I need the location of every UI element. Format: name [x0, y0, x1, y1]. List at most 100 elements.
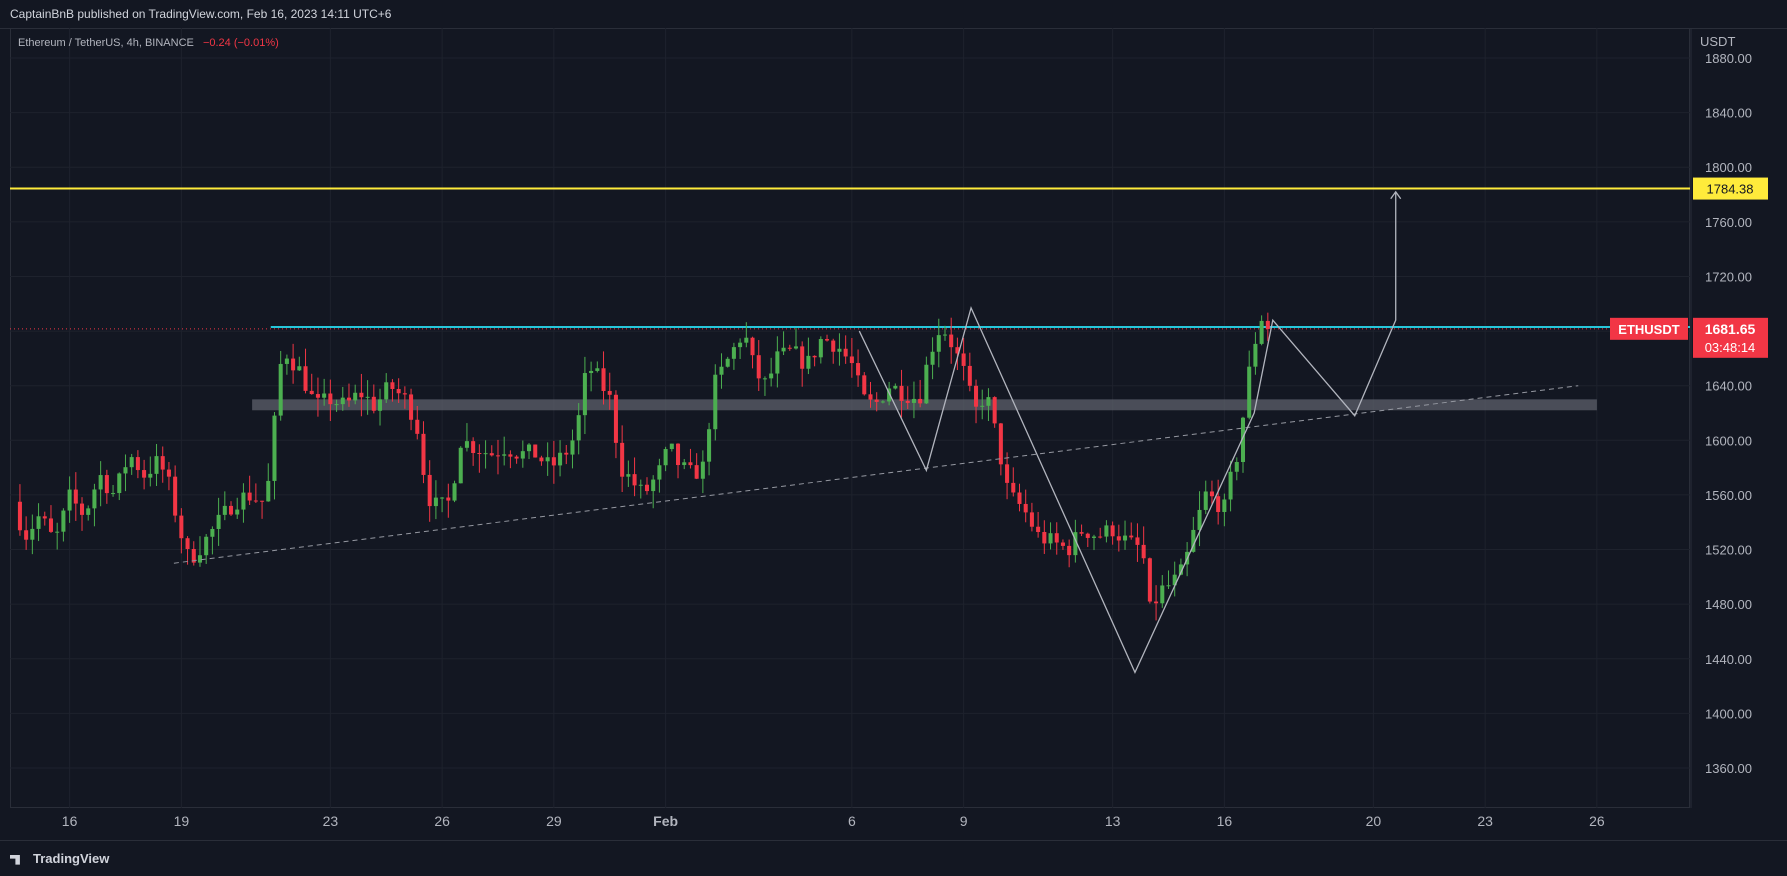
- candle-body: [856, 363, 861, 376]
- candle-body: [210, 528, 215, 537]
- candle-body: [676, 443, 681, 466]
- time-tick-label: 9: [960, 813, 968, 829]
- time-tick-label: 20: [1366, 813, 1382, 829]
- candle-body: [613, 394, 618, 443]
- candle-body: [266, 480, 271, 502]
- candle-body: [328, 393, 333, 405]
- candle-body: [955, 347, 960, 354]
- grid-lines: [10, 28, 1690, 808]
- price-tick-label: 1520.00: [1705, 543, 1752, 558]
- candle-body: [303, 366, 308, 391]
- candle-body: [744, 337, 749, 343]
- last-price-label: 1681.65: [1705, 321, 1756, 337]
- candle-body: [142, 470, 147, 478]
- candle-body: [570, 440, 575, 455]
- candle-body: [638, 484, 643, 486]
- dashed-trendline: [173, 385, 1579, 564]
- candle-body: [539, 457, 544, 462]
- candle-body: [682, 462, 687, 466]
- candle-body: [893, 385, 898, 389]
- price-tick-label: 1400.00: [1705, 706, 1752, 721]
- price-chart[interactable]: Ethereum / TetherUS, 4h, BINANCE −0.24 (…: [0, 0, 1787, 840]
- price-tick-label: 1600.00: [1705, 433, 1752, 448]
- time-axis[interactable]: 16 19 23 26 29 Feb 6 9 13 16 20 23 26: [62, 813, 1605, 829]
- candle-body: [284, 358, 289, 364]
- candle-body: [440, 497, 445, 499]
- price-tags: 1784.38 ETHUSDT 1681.65 03:48:14: [1610, 177, 1768, 358]
- candle-body: [1098, 536, 1103, 538]
- candle-body: [837, 348, 842, 352]
- candle-body: [48, 518, 53, 532]
- candle-body: [651, 479, 656, 492]
- symbol-info: Ethereum / TetherUS, 4h, BINANCE: [18, 37, 194, 49]
- candle-body: [700, 461, 705, 479]
- candle-body: [762, 378, 767, 380]
- brand-label: TradingView: [33, 851, 110, 866]
- candle-body: [1265, 320, 1270, 330]
- time-tick-label: 16: [1217, 813, 1233, 829]
- candle-body: [818, 339, 823, 358]
- price-tick-label: 1560.00: [1705, 488, 1752, 503]
- price-axis[interactable]: 1880.001840.001800.001760.001720.001680.…: [1705, 51, 1752, 776]
- candle-body: [427, 474, 432, 507]
- candle-body: [930, 351, 935, 365]
- time-tick-label: 23: [1477, 813, 1493, 829]
- candle-body: [607, 390, 612, 395]
- candle-body: [346, 397, 351, 401]
- candle-body: [775, 351, 780, 374]
- candle-body: [396, 388, 401, 394]
- candle-body: [1073, 532, 1078, 556]
- candle-body: [1036, 526, 1041, 532]
- candle-body: [713, 374, 718, 430]
- price-tick-label: 1800.00: [1705, 160, 1752, 175]
- candle-body: [986, 397, 991, 406]
- candle-body: [402, 393, 407, 395]
- candle-body: [291, 358, 296, 371]
- candle-body: [1135, 537, 1140, 545]
- candle-body: [433, 497, 438, 507]
- candle-body: [104, 475, 109, 494]
- candle-body: [1029, 512, 1034, 527]
- candle-body: [862, 375, 867, 395]
- candle-body: [1166, 585, 1171, 587]
- candle-body: [1123, 535, 1128, 541]
- tradingview-logo[interactable]: TradingView: [10, 851, 109, 866]
- candle-body: [1240, 417, 1246, 463]
- chart-pane[interactable]: [10, 28, 1690, 808]
- price-tick-label: 1720.00: [1705, 269, 1752, 284]
- candle-body: [117, 473, 122, 494]
- candle-body: [905, 400, 910, 403]
- candle-body: [446, 497, 451, 501]
- candle-body: [241, 492, 246, 510]
- candle-body: [508, 454, 513, 457]
- candle-body: [868, 394, 873, 400]
- candle-body: [191, 548, 196, 563]
- candle-body: [415, 419, 420, 434]
- candle-body: [272, 415, 277, 481]
- candle-body: [1172, 574, 1177, 586]
- candle-body: [949, 334, 954, 348]
- time-tick-label: Feb: [653, 813, 678, 829]
- candle-body: [17, 501, 22, 531]
- arrow-up-icon: [1390, 190, 1402, 200]
- currency-label: USDT: [1700, 34, 1735, 49]
- candle-body: [477, 452, 482, 454]
- candle-body: [806, 355, 811, 369]
- candle-body: [1160, 585, 1165, 604]
- candle-body: [458, 447, 463, 484]
- candle-body: [421, 433, 426, 475]
- candle-body: [1067, 545, 1072, 556]
- candle-body: [1129, 535, 1134, 538]
- candle-body: [1042, 531, 1047, 544]
- candle-body: [216, 514, 221, 529]
- candle-body: [1197, 509, 1202, 530]
- candle-body: [1110, 525, 1115, 537]
- candle-body: [533, 444, 538, 458]
- candle-body: [222, 505, 227, 515]
- candle-body: [340, 397, 345, 405]
- candle-body: [582, 373, 587, 416]
- candle-body: [353, 392, 358, 401]
- candle-body: [793, 346, 799, 349]
- candle-body: [98, 475, 103, 490]
- price-tick-label: 1640.00: [1705, 379, 1752, 394]
